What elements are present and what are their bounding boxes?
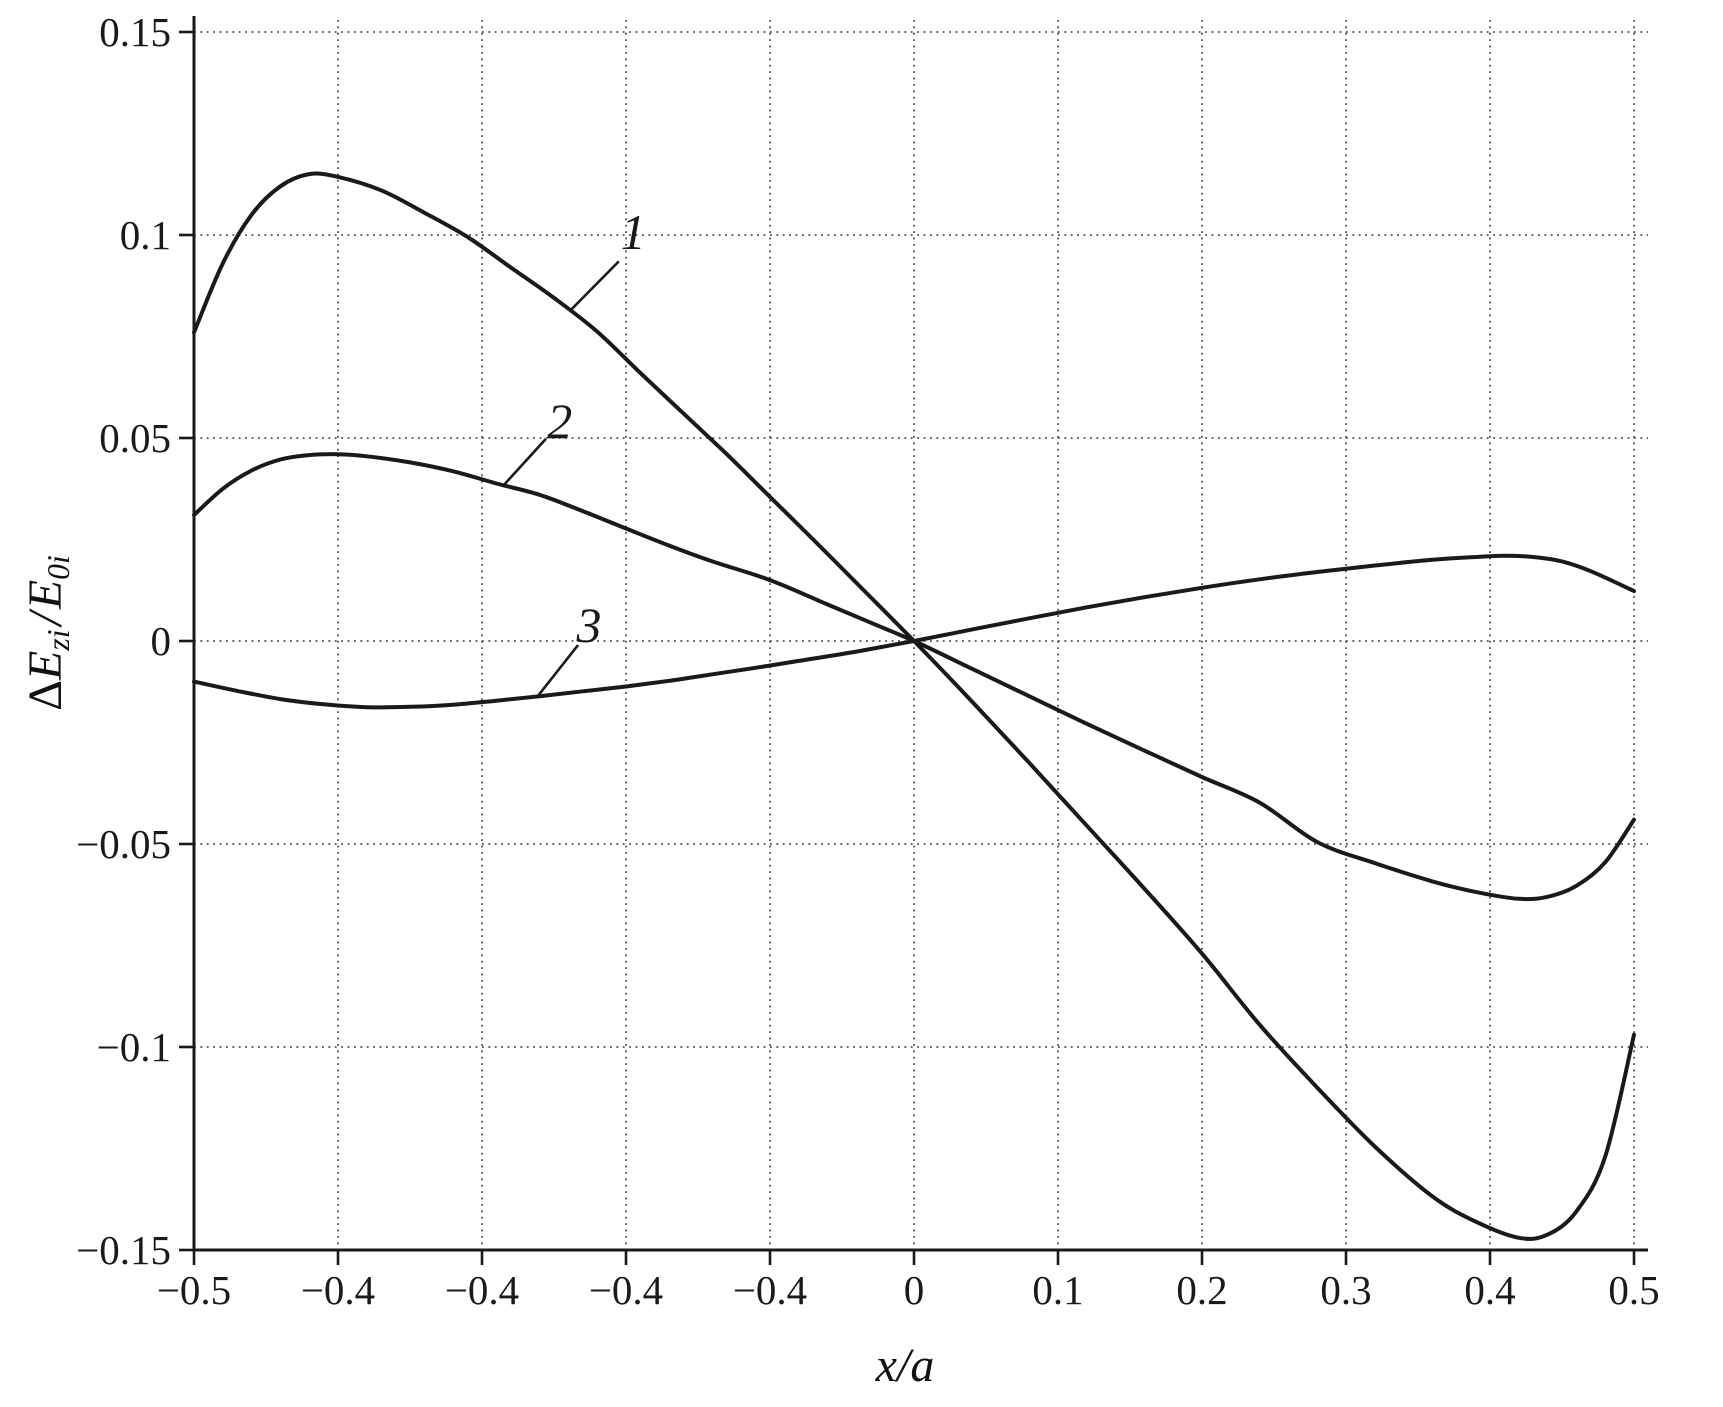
y-axis-title-subscript2: 0i: [40, 555, 76, 580]
x-axis-title: x/a: [876, 1338, 935, 1393]
axes: [192, 16, 1648, 1252]
y-tick-label: 0.1: [120, 212, 171, 258]
x-tick-label: −0.5: [157, 1267, 231, 1313]
grid: [194, 20, 1648, 1250]
x-tick-labels: −0.5 −0.4 −0.4 −0.4 −0.4 0 0.1 0.2 0.3 0.4 0.5: [157, 1267, 1660, 1313]
y-tick-label: 0: [151, 618, 172, 664]
y-tick-label: −0.1: [97, 1024, 171, 1070]
curve-3-label: 3: [575, 597, 601, 653]
x-tick-label: −0.4: [733, 1267, 807, 1313]
y-axis-title-subscript: zi: [40, 629, 76, 651]
x-axis-title-slash: /: [896, 1339, 911, 1392]
curve-2-leader-line: [502, 437, 547, 487]
x-tick-label: 0.4: [1464, 1267, 1515, 1313]
x-tick-label: 0: [904, 1267, 925, 1313]
x-axis-title-var: x: [875, 1339, 897, 1392]
ticks: [179, 30, 1636, 1265]
x-tick-label: 0.1: [1032, 1267, 1083, 1313]
curve-2: [192, 452, 1636, 902]
x-tick-label: −0.4: [445, 1267, 519, 1313]
curve-1-leader-line: [568, 260, 620, 312]
curve-1-label: 1: [621, 204, 646, 260]
x-tick-label: −0.4: [589, 1267, 663, 1313]
y-tick-labels: 0.15 0.1 0.05 0 −0.05 −0.1 −0.15: [76, 9, 171, 1273]
y-axis-title: ΔEzi/E0i: [14, 423, 78, 843]
x-axis-title-denom: a: [910, 1339, 935, 1392]
curve-2-label: 2: [547, 393, 572, 449]
y-tick-label: 0.05: [99, 415, 171, 461]
y-axis-title-symbol2: E: [19, 579, 72, 610]
y-axis-title-symbol: E: [19, 650, 72, 680]
x-tick-label: 0.5: [1608, 1267, 1659, 1313]
curves: [192, 171, 1636, 1241]
y-tick-label: −0.05: [76, 821, 171, 867]
y-tick-label: −0.15: [76, 1227, 171, 1273]
y-tick-label: 0.15: [99, 9, 171, 55]
x-tick-label: 0.3: [1320, 1267, 1371, 1313]
curve-3-leader-line: [535, 644, 580, 698]
curve-1: [192, 171, 1636, 1241]
x-tick-label: 0.2: [1176, 1267, 1227, 1313]
x-tick-label: −0.4: [301, 1267, 375, 1313]
curve-3: [192, 553, 1636, 710]
y-axis-title-delta: Δ: [19, 679, 72, 711]
y-axis-title-slash: /: [19, 612, 72, 626]
curve-labels: 1 2 3: [502, 204, 646, 698]
